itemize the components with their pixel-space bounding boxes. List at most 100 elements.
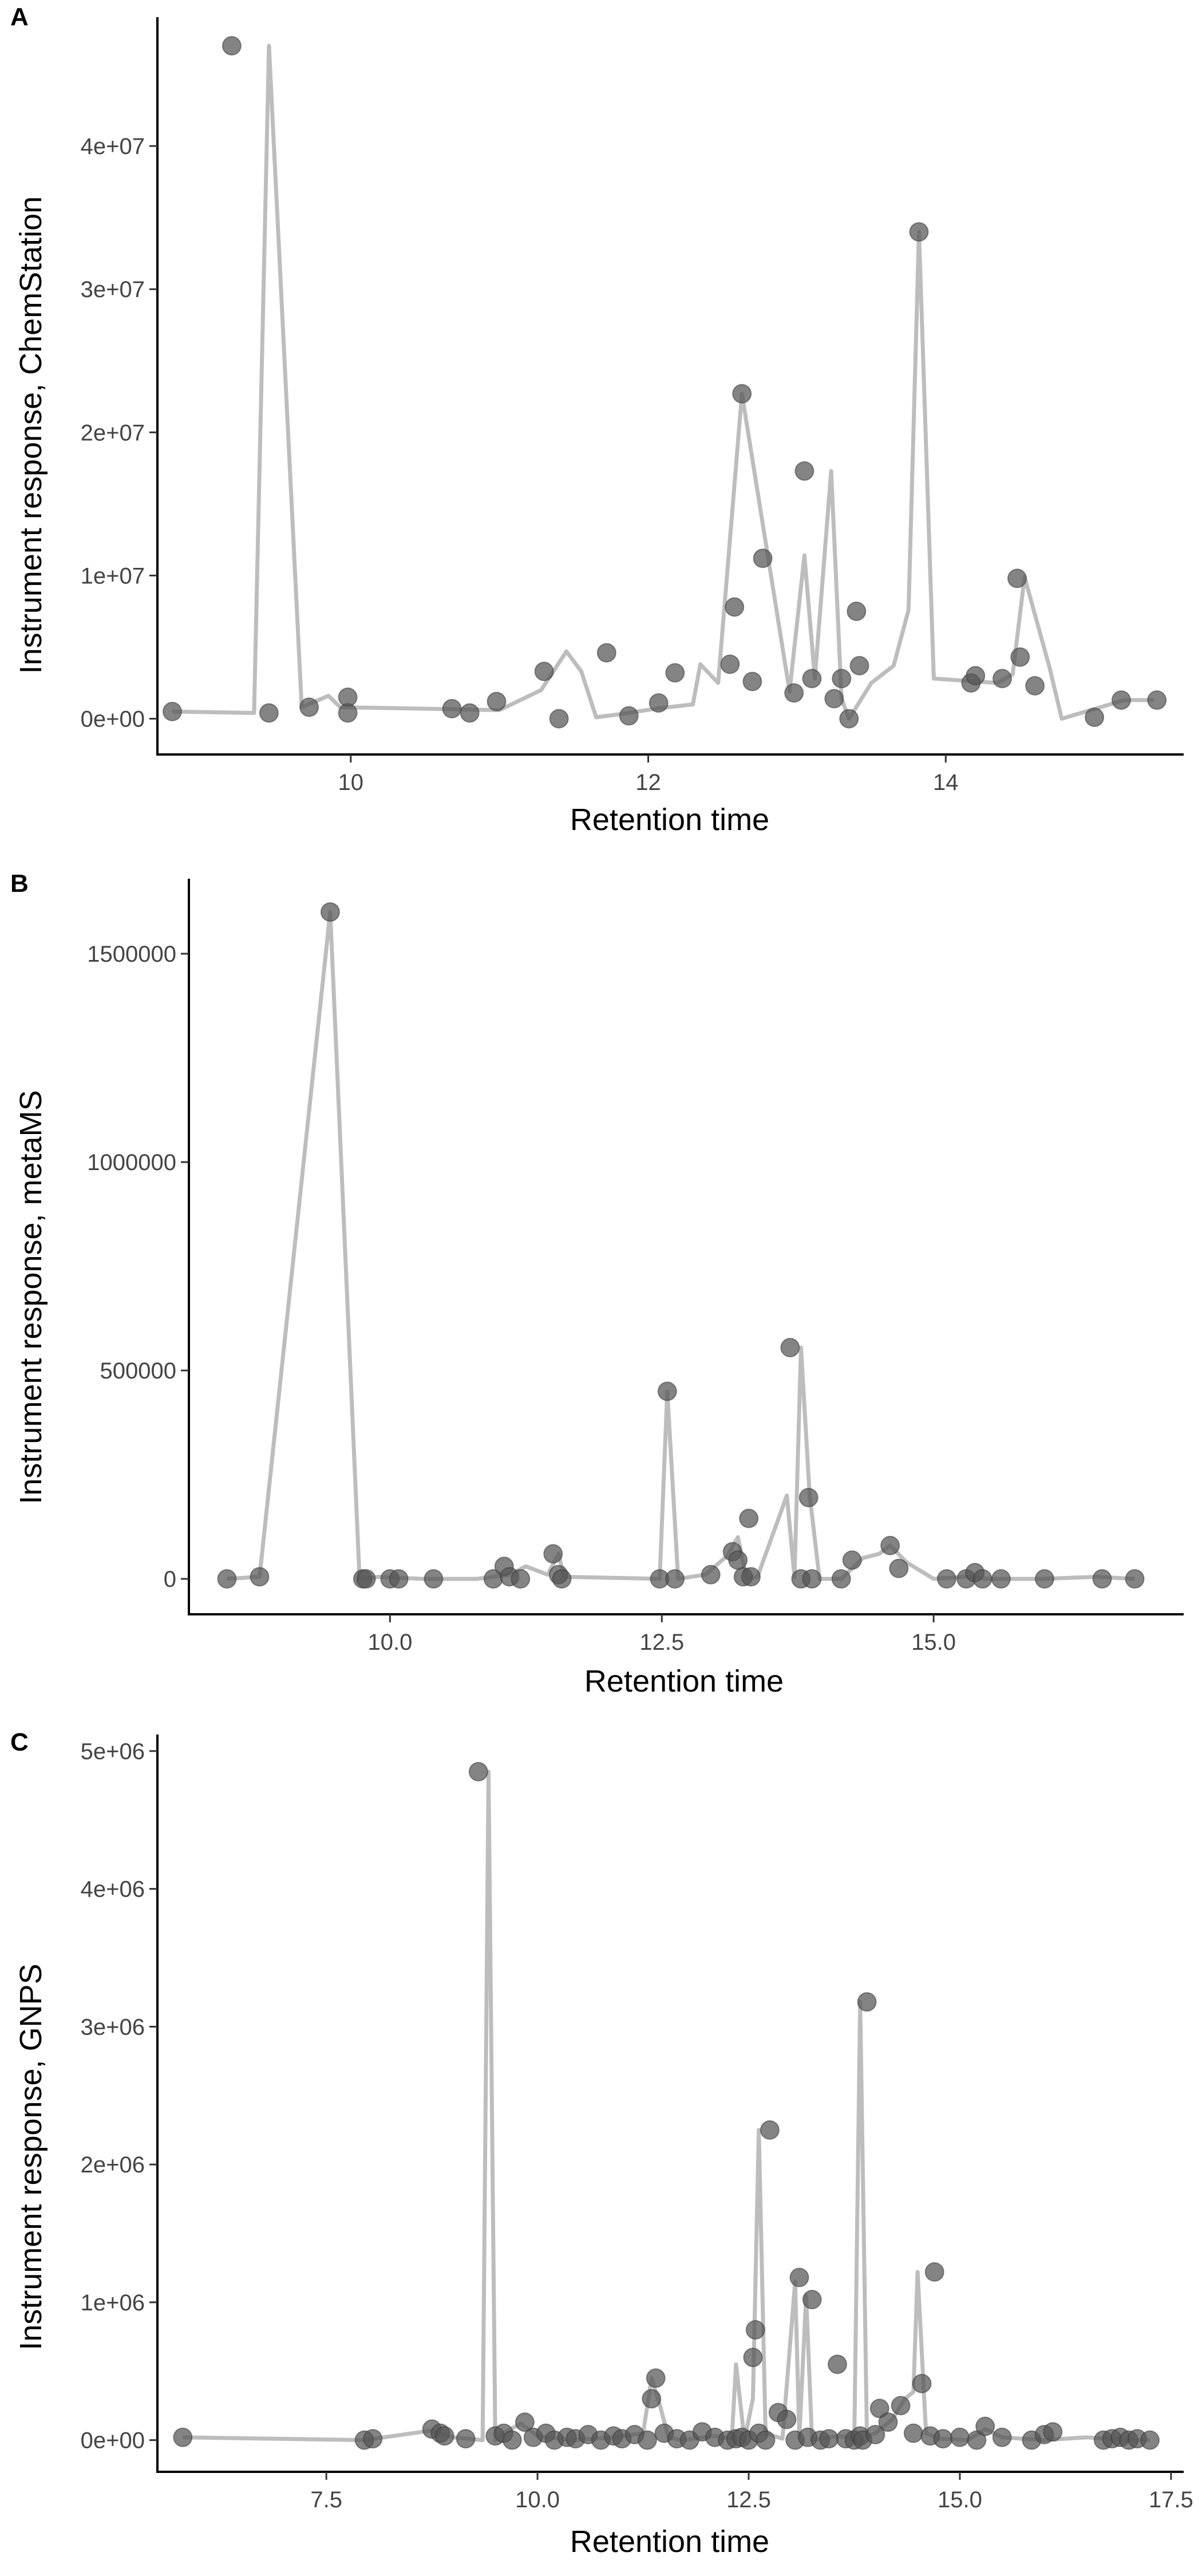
panel-b-data-point <box>356 1569 376 1589</box>
panel-b-data-point <box>217 1569 237 1589</box>
panel-b-data-point <box>1092 1569 1112 1589</box>
panel-b-data-point <box>831 1569 851 1589</box>
panel-b-data-point <box>543 1544 563 1564</box>
panel-a-data-point <box>1111 690 1131 710</box>
panel-a-y-tick-label: 3e+07 <box>81 277 145 302</box>
panel-a-data-point <box>849 655 869 675</box>
panel-c-y-tick-label: 0e+00 <box>81 2428 145 2453</box>
panel-a-x-tick-label: 10 <box>338 770 364 795</box>
panel-c-data-point <box>857 1992 877 2012</box>
panel-a-y-tick-label: 4e+07 <box>81 134 145 159</box>
panel-a-data-point <box>619 706 639 726</box>
panel-c-data-point <box>828 2354 847 2374</box>
panel-c-x-tick-label: 12.5 <box>726 2487 771 2512</box>
panel-b-plot: 0 500000 1000000 1500000 10.0 12.5 15.0 <box>87 879 1184 1655</box>
panel-a-data-point <box>665 663 685 683</box>
panel-a-data-point <box>832 669 852 689</box>
panel-b-data-point <box>665 1569 685 1589</box>
panel-b-data-point <box>1125 1569 1145 1589</box>
panel-b-data-point <box>880 1535 900 1555</box>
panel-b-data-point <box>889 1558 909 1578</box>
panel-b-y-tick-label: 1000000 <box>87 1150 176 1175</box>
panel-c-data-point <box>865 2425 885 2444</box>
panel-b-data-point <box>972 1569 993 1589</box>
panel-a-data-point <box>784 683 804 703</box>
panel-a-data-point <box>993 669 1012 689</box>
panel-c-data-point <box>434 2426 454 2446</box>
panel-b-data-point <box>701 1564 721 1585</box>
panel-b-x-tick-label: 12.5 <box>639 1630 684 1655</box>
panel-b-x-axis-title: Retention time <box>584 1664 784 1698</box>
panel-c-y-tick-label: 4e+06 <box>81 1877 145 1902</box>
panel-c-data-point <box>1043 2422 1063 2442</box>
panel-b-data-point <box>936 1569 956 1589</box>
panel-b-data-point <box>250 1567 270 1587</box>
panel-b-data-point <box>1034 1569 1054 1589</box>
panel-a-data-point <box>732 384 752 404</box>
panel-c-data-point <box>756 2430 776 2450</box>
panel-c-trend-line <box>183 1769 1150 2443</box>
panel-a-data-point <box>460 703 480 723</box>
panel-a-data-point <box>802 669 822 689</box>
panel-c-x-tick-label: 15.0 <box>938 2487 982 2512</box>
panel-a-data-point <box>966 666 986 686</box>
panel-c-x-tick-label: 17.5 <box>1149 2487 1193 2512</box>
panel-a-trend-line <box>172 44 1154 721</box>
panel-a-data-point <box>259 703 279 723</box>
panel-c-data-point <box>745 2320 765 2340</box>
panel-c: C Instrument response, GNPS Retention ti… <box>10 1728 1193 2559</box>
panel-a-data-point <box>299 697 319 717</box>
panel-b-data-point <box>728 1550 748 1570</box>
panel-a-data-point <box>839 709 859 729</box>
panel-c-y-tick-label: 1e+06 <box>81 2290 145 2316</box>
panel-c-data-point <box>515 2412 535 2432</box>
panel-c-plot: 0e+00 1e+06 2e+06 3e+06 4e+06 5e+06 7.5 10.0 12.… <box>81 1735 1193 2512</box>
panel-b-data-point <box>511 1569 531 1589</box>
panel-a-y-axis-title: Instrument response, ChemStation <box>14 196 48 674</box>
panel-a: A Instrument response, ChemStation Reten… <box>10 3 1184 837</box>
panel-a-y-tick-label: 2e+07 <box>81 420 145 445</box>
panel-b-data-point <box>552 1569 572 1589</box>
panel-c-data-point <box>760 2120 780 2140</box>
panel-c-letter: C <box>10 1728 29 1756</box>
panel-a-data-point <box>847 601 867 621</box>
panel-c-x-tick-label: 10.0 <box>515 2487 560 2512</box>
panel-a-data-point <box>549 709 569 729</box>
panel-c-y-axis-title: Instrument response, GNPS <box>14 1963 48 2350</box>
panel-a-x-tick-label: 14 <box>933 770 959 795</box>
panel-a-data-point <box>1007 568 1027 588</box>
panel-b-data-point <box>842 1550 862 1570</box>
panel-a-data-point <box>909 222 929 242</box>
panel-b-y-tick-label: 500000 <box>100 1358 176 1384</box>
panel-c-data-point <box>912 2373 932 2393</box>
panel-a-data-point <box>725 597 745 617</box>
panel-b-data-point <box>798 1488 819 1508</box>
panel-c-data-point <box>802 2290 822 2310</box>
panel-c-data-point <box>992 2427 1012 2447</box>
panel-a-data-point <box>824 689 844 709</box>
panel-b-x-tick-label: 15.0 <box>911 1630 956 1655</box>
panel-c-data-point <box>924 2262 944 2282</box>
panel-a-data-point <box>338 703 358 723</box>
panel-a-data-point <box>742 671 762 692</box>
panel-c-data-point <box>363 2429 383 2449</box>
panel-b-trend-line <box>227 910 1135 1581</box>
panel-b-data-point <box>389 1569 409 1589</box>
panel-c-data-point <box>777 2409 797 2429</box>
panel-c-x-tick-label: 7.5 <box>310 2487 342 2512</box>
panel-c-data-point <box>819 2429 839 2449</box>
panel-c-data-point <box>502 2430 522 2450</box>
panel-c-data-point <box>950 2427 970 2447</box>
panel-c-data-point <box>878 2412 898 2432</box>
panel-a-data-point <box>753 548 773 568</box>
panel-b-x-tick-label: 10.0 <box>367 1630 412 1655</box>
panel-a-plot: 0e+00 1e+07 2e+07 3e+07 4e+07 10 12 14 <box>81 17 1184 795</box>
panel-c-data-point <box>637 2430 657 2450</box>
panel-b-y-tick-label: 0 <box>164 1567 176 1592</box>
panel-a-data-point <box>1085 708 1105 727</box>
panel-c-data-point <box>743 2348 763 2368</box>
panel-c-data-point <box>903 2423 923 2443</box>
panel-b-data-point <box>739 1508 759 1528</box>
panel-a-letter: A <box>10 3 29 31</box>
panel-c-data-point <box>642 2389 662 2409</box>
